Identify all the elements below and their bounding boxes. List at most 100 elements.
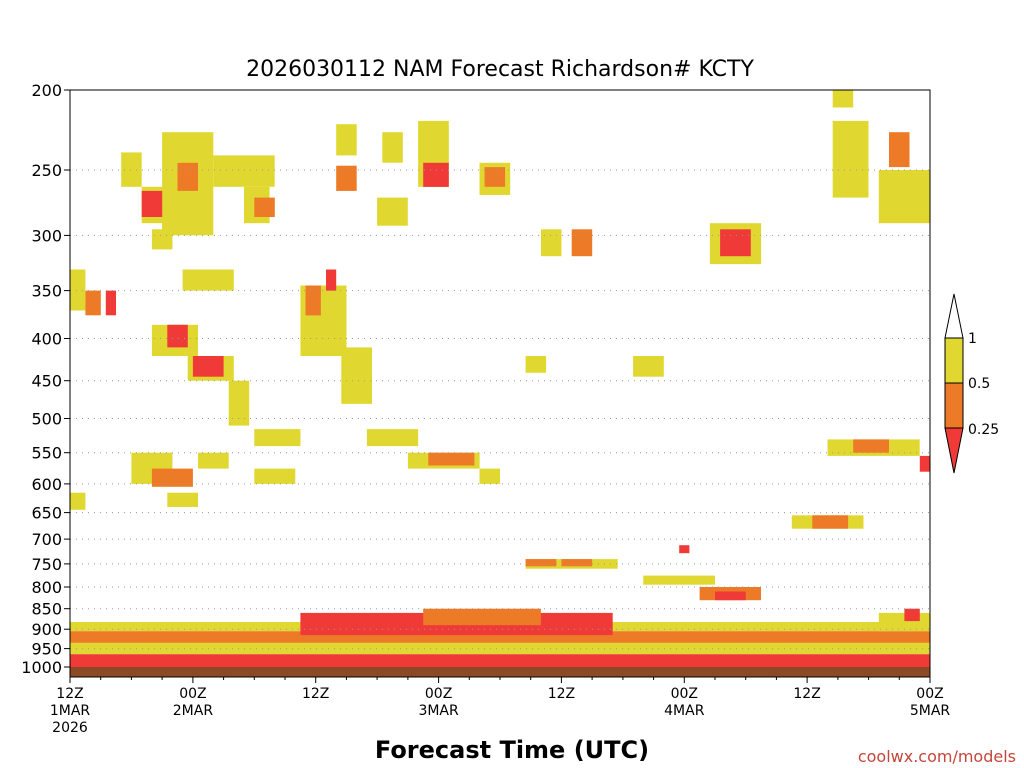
y-tick-label: 600 <box>31 475 62 494</box>
y-tick-label: 850 <box>31 600 62 619</box>
x-tick-label: 12Z <box>302 686 329 702</box>
x-tick-label: 2MAR <box>173 703 214 719</box>
x-tick-label: 1MAR <box>50 703 91 719</box>
heatmap-cell-39 <box>366 429 419 447</box>
heatmap-cell-57 <box>525 559 557 567</box>
heatmap-cell-28 <box>182 269 234 291</box>
heatmap-cell-64 <box>70 631 930 643</box>
heatmap-cell-27 <box>105 290 116 316</box>
heatmap-cell-36 <box>341 347 372 404</box>
x-tick-label: 00Z <box>671 686 698 702</box>
colorbar-level-label: 0.5 <box>968 376 990 392</box>
credit-text: coolwx.com/models <box>858 747 1016 766</box>
grid-lines <box>70 169 930 650</box>
colorbar-level-label: 1 <box>968 331 977 347</box>
heatmap-cell-62 <box>679 545 690 554</box>
heatmap-cell-44 <box>198 452 229 469</box>
heatmap-cell-38 <box>254 429 301 447</box>
heatmap-cell-45 <box>254 468 296 484</box>
heatmap-cell-18 <box>571 229 593 257</box>
y-tick-label: 200 <box>31 81 62 100</box>
y-tick-label: 750 <box>31 555 62 574</box>
x-tick-label: 00Z <box>179 686 206 702</box>
heatmap-cell-2 <box>177 162 198 191</box>
heatmap-cell-33 <box>167 324 188 348</box>
y-tick-label: 400 <box>31 330 62 349</box>
x-tick-label: 5MAR <box>910 703 951 719</box>
heatmap-cell-47 <box>428 452 475 466</box>
x-tick-label: 12Z <box>793 686 820 702</box>
heatmap-cell-58 <box>561 559 593 567</box>
x-tick-label: 12Z <box>548 686 575 702</box>
y-tick-label: 900 <box>31 620 62 639</box>
heatmap-cell-55 <box>812 515 849 529</box>
heatmap-cell-23 <box>889 132 910 168</box>
heatmap-cell-66 <box>70 654 930 667</box>
heatmap-cell-5 <box>151 229 173 250</box>
x-axis-label: Forecast Time (UTC) <box>375 736 649 764</box>
y-tick-label: 500 <box>31 410 62 429</box>
heatmap-cell-4 <box>141 190 163 217</box>
x-tick-label: 4MAR <box>664 703 705 719</box>
heatmap-cell-10 <box>336 165 357 191</box>
y-tick-label: 250 <box>31 161 62 180</box>
heatmap-cell-16 <box>377 197 408 226</box>
heatmap-cell-51 <box>919 455 930 472</box>
y-tick-label: 650 <box>31 504 62 523</box>
heatmap-cell-53 <box>167 492 198 507</box>
heatmap-cell-71 <box>904 608 920 622</box>
colorbar-bin-mid <box>944 382 964 429</box>
ground-strip <box>70 667 930 677</box>
heatmap-cell-9 <box>336 124 357 156</box>
heatmap-cell-30 <box>305 285 321 316</box>
colorbar-level-label: 0.25 <box>968 422 999 438</box>
y-tick-label: 700 <box>31 530 62 549</box>
y-tick-label: 1000 <box>21 658 62 677</box>
x-tick-label: 3MAR <box>418 703 459 719</box>
heatmap-cell-6 <box>213 155 275 187</box>
heatmap-cell-21 <box>832 120 869 198</box>
heatmap-cell-22 <box>878 170 930 224</box>
heatmap-cell-15 <box>484 167 506 187</box>
heatmap-cell-61 <box>715 591 746 601</box>
heatmap-cell-31 <box>326 269 337 291</box>
heatmap-cell-65 <box>70 642 930 655</box>
heatmap-cell-35 <box>192 356 224 377</box>
heatmap-cell-11 <box>382 132 403 163</box>
colorbar-bin-high <box>944 337 964 384</box>
heatmap-cell-43 <box>151 468 193 487</box>
colorbar-legend: 1 0.5 0.25 <box>944 293 999 474</box>
y-axis-ticks: 200 250 300 350 400 450 500 550 600 650 700 750 800 8… <box>21 81 70 677</box>
heatmap-cell-24 <box>832 90 854 108</box>
x-tick-label: 00Z <box>425 686 452 702</box>
colorbar-bin-low <box>944 427 964 474</box>
heatmap-cell-8 <box>254 197 275 217</box>
x-tick-label: 2026 <box>52 720 88 736</box>
heatmap-cells <box>70 90 930 667</box>
heatmap-cell-40 <box>525 356 547 373</box>
heatmap-cell-41 <box>633 356 664 377</box>
y-tick-label: 300 <box>31 226 62 245</box>
heatmap-cell-26 <box>85 290 101 316</box>
x-tick-label: 12Z <box>56 686 83 702</box>
heatmap-cell-50 <box>853 439 889 453</box>
heatmap-cell-13 <box>423 162 449 187</box>
heatmap-cell-52 <box>70 492 86 510</box>
y-tick-label: 450 <box>31 372 62 391</box>
heatmap-cell-59 <box>643 575 715 585</box>
heatmap-cell-20 <box>720 229 751 257</box>
y-tick-label: 550 <box>31 444 62 463</box>
heatmap-cell-17 <box>541 229 562 257</box>
heatmap-cell-0 <box>121 152 142 187</box>
heatmap-cell-69 <box>423 608 541 626</box>
heatmap-cell-48 <box>479 468 500 484</box>
x-tick-label: 00Z <box>916 686 943 702</box>
heatmap-cell-25 <box>70 269 86 311</box>
chart-title: 2026030112 NAM Forecast Richardson# KCTY <box>246 57 754 82</box>
colorbar-top-arrow <box>944 293 964 339</box>
y-tick-label: 350 <box>31 282 62 301</box>
heatmap-cell-37 <box>228 380 250 426</box>
y-tick-label: 950 <box>31 640 62 659</box>
